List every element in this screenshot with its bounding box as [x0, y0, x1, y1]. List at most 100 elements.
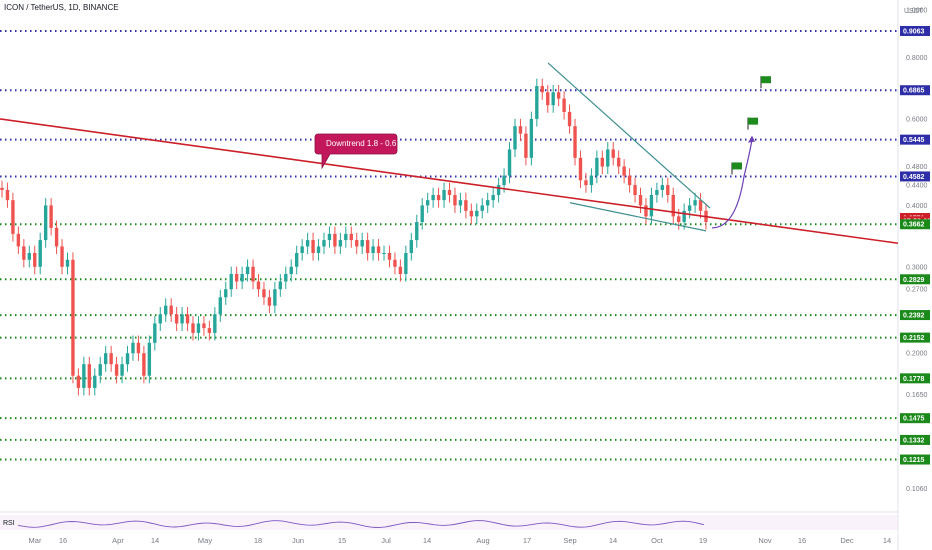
candle-body [142, 353, 146, 376]
candle-body [496, 185, 501, 196]
y-tick-label: 0.2700 [906, 287, 928, 294]
candle-body [71, 259, 75, 376]
candle-body [562, 98, 566, 112]
candle-body [698, 200, 703, 211]
candle-body [27, 253, 31, 260]
projection-arrowhead [748, 135, 755, 143]
candle-body [327, 233, 332, 241]
candle-body [316, 246, 321, 254]
level-tag-label: 0.2392 [903, 313, 925, 320]
candle-body [251, 266, 255, 282]
wedge-upper-line [547, 62, 711, 209]
candle-body [409, 240, 413, 254]
candle-body [273, 289, 277, 306]
candle-body [535, 86, 539, 119]
candle-body [338, 240, 343, 247]
candle-body [22, 246, 26, 260]
candle-body [87, 364, 92, 388]
drawing-overlays: Downtrend 1.8 - 0.6 [0, 62, 899, 245]
candle-body [420, 205, 424, 223]
x-tick-label: May [198, 536, 212, 545]
level-tag-label: 0.1475 [903, 416, 925, 423]
candle-body [693, 200, 697, 206]
candle-body [589, 175, 594, 186]
candle-body [0, 187, 4, 190]
level-tag-label: 0.4582 [903, 174, 925, 181]
level-tag-label: 0.2829 [903, 277, 925, 284]
rsi-pane: RSI [0, 515, 898, 530]
y-tick-label: 0.8000 [906, 55, 928, 62]
candle-body [311, 240, 315, 254]
candle-body [278, 281, 283, 290]
candle-body [207, 328, 212, 333]
candle-body [677, 216, 681, 223]
y-tick-label: 0.4400 [906, 183, 928, 190]
y-tick-label: 0.2000 [906, 351, 928, 358]
candle-body [524, 133, 528, 158]
candle-body [33, 253, 37, 267]
downtrend-callout [314, 133, 398, 170]
level-tag [900, 25, 930, 36]
candle-body [616, 157, 621, 167]
candle-body [185, 314, 190, 324]
candle-body [43, 205, 48, 241]
x-tick-label: 19 [699, 536, 707, 545]
chart-grid [0, 0, 899, 550]
candle-body [682, 210, 686, 223]
candle-body [355, 240, 359, 247]
candle-body [567, 111, 572, 127]
level-tag-label: 0.5445 [903, 137, 925, 144]
candle-body [213, 314, 217, 333]
candle-body [638, 195, 643, 206]
rsi-label: RSI [3, 520, 15, 527]
x-tick-label: Jul [381, 536, 391, 545]
x-tick-label: 18 [254, 536, 262, 545]
candle-body [687, 205, 692, 211]
candle-body [174, 314, 179, 324]
candle-body [16, 233, 21, 247]
candle-body [98, 364, 102, 376]
candle-body [202, 323, 206, 329]
candle-body [382, 253, 386, 255]
candle-body [93, 375, 97, 388]
x-tick-label: Dec [840, 536, 854, 545]
candle-body [131, 342, 135, 354]
level-tag [900, 454, 930, 465]
candle-body [436, 195, 441, 201]
x-tick-label: Sep [563, 536, 576, 545]
candle-body [660, 185, 665, 190]
level-tag [900, 85, 930, 96]
chart-title: ICON / TetherUS, 1D, BINANCE [4, 3, 119, 12]
candle-body [611, 149, 615, 158]
candle-body [109, 353, 113, 365]
level-tag [900, 413, 930, 424]
x-tick-label: 17 [523, 536, 531, 545]
level-tag [900, 434, 930, 445]
candle-body [633, 185, 637, 196]
level-tag [900, 219, 930, 230]
candle-body [125, 353, 130, 365]
candle-body [491, 195, 495, 201]
candle-body [578, 157, 583, 181]
candle-body [398, 266, 403, 274]
level-tag [900, 332, 930, 343]
candle-body [365, 240, 370, 254]
candle-body [404, 253, 408, 274]
level-tag-label: 0.1778 [903, 376, 925, 383]
candle-body [393, 259, 397, 267]
projection-path [711, 139, 753, 229]
level-tag-label: 0.1215 [903, 457, 925, 464]
candle-body [245, 266, 250, 274]
y-tick-label: 0.3000 [906, 264, 928, 271]
downtrend-line [0, 118, 899, 245]
candle-body [442, 189, 446, 201]
x-tick-label: 14 [883, 536, 891, 545]
candle-body [333, 233, 337, 247]
currency-label: USDT [904, 8, 924, 15]
candle-body [344, 233, 348, 241]
candle-body [240, 273, 244, 282]
target-flag [748, 117, 758, 125]
candle-body [267, 297, 272, 306]
candle-body [158, 314, 162, 324]
